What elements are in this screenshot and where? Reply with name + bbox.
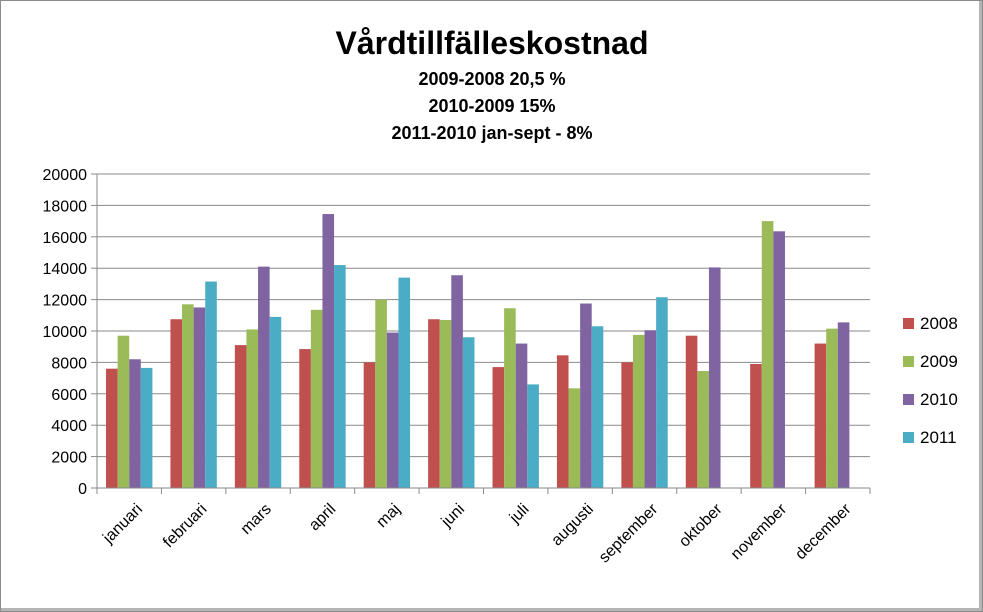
x-tick-label: september (596, 500, 662, 566)
bar-2011-april (334, 265, 346, 488)
bar-2009-juli (504, 308, 516, 488)
bar-2010-augusti (580, 303, 592, 488)
legend-label-2011: 2011 (920, 428, 957, 447)
bar-2008-juli (492, 367, 505, 488)
legend-swatch-2008 (903, 318, 914, 329)
bar-2008-januari (106, 368, 118, 488)
bar-2009-februari (182, 304, 194, 488)
chart-subtitle-3: 2011-2010 jan-sept - 8% (391, 123, 592, 143)
bars (106, 214, 850, 488)
bar-2008-april (299, 349, 311, 488)
bar-2008-november (750, 363, 762, 488)
x-tick-label: januari (99, 501, 146, 548)
bar-2009-april (310, 309, 323, 488)
gridlines (97, 173, 870, 458)
x-tick-label: oktober (676, 500, 726, 550)
bar-2008-oktober (685, 335, 698, 488)
y-tick-label: 2000 (51, 450, 87, 467)
bar-2009-oktober (697, 371, 709, 488)
legend: 2008 2009 2010 2011 (903, 314, 958, 447)
bar-2010-september (644, 330, 657, 488)
bar-2011-september (656, 297, 668, 488)
bar-2010-april (322, 214, 335, 488)
legend-label-2009: 2009 (920, 352, 958, 371)
x-tick-label: augusti (548, 501, 597, 550)
y-tick-label: 8000 (51, 355, 87, 372)
bar-2011-augusti (591, 326, 604, 488)
legend-label-2010: 2010 (920, 390, 958, 409)
y-tick-label: 6000 (51, 387, 87, 404)
x-tick-label: maj (373, 501, 403, 531)
chart-subtitle-2: 2010-2009 15% (428, 96, 555, 116)
bar-2011-mars (269, 316, 282, 488)
bar-2011-juni (462, 337, 475, 488)
bar-2010-juni (451, 275, 463, 488)
bar-2009-december (826, 328, 838, 488)
bar-2011-januari (140, 367, 153, 488)
bar-2010-december (837, 322, 850, 488)
y-tick-label: 20000 (43, 167, 88, 184)
bar-2010-mars (258, 266, 270, 488)
legend-swatch-2011 (903, 432, 914, 443)
x-tick-label: november (728, 500, 791, 563)
y-tick-label: 16000 (43, 230, 88, 247)
bar-2010-maj (386, 332, 399, 488)
y-tick-label: 12000 (43, 293, 88, 310)
bar-2009-januari (117, 335, 130, 488)
bar-2009-mars (246, 329, 259, 488)
bar-2008-augusti (556, 355, 569, 488)
bar-2008-september (621, 362, 633, 488)
bar-2008-juni (428, 319, 440, 488)
bar-2008-december (814, 343, 827, 488)
bar-2009-augusti (568, 388, 581, 488)
bar-2009-maj (375, 299, 387, 488)
x-axis-ticks: januari februari mars april maj juni juli augus… (96, 488, 871, 566)
bar-2010-februari (193, 307, 206, 488)
y-tick-label: 18000 (43, 198, 88, 215)
legend-label-2008: 2008 (920, 314, 958, 333)
y-axis-ticks: 0 2000 4000 6000 8000 10000 12000 14000 16000 180… (43, 167, 97, 498)
x-tick-label: mars (238, 501, 275, 538)
bar-2010-november (773, 231, 785, 488)
bar-2009-september (632, 334, 645, 488)
bar-2011-februari (205, 281, 217, 488)
bar-2011-juli (527, 384, 539, 488)
x-tick-label: juli (506, 501, 533, 528)
y-tick-label: 0 (78, 481, 87, 498)
bar-2008-maj (363, 362, 376, 488)
x-tick-label: april (306, 501, 339, 534)
x-tick-label: december (792, 500, 855, 563)
legend-swatch-2009 (903, 356, 914, 367)
bar-2009-juni (439, 320, 452, 488)
x-tick-label: juni (438, 501, 468, 531)
chart-subtitle-1: 2009-2008 20,5 % (418, 69, 565, 89)
y-tick-label: 4000 (51, 418, 87, 435)
bar-2010-oktober (708, 267, 721, 488)
y-tick-label: 14000 (43, 261, 88, 278)
chart-title: Vårdtillfälleskostnad (336, 25, 649, 61)
bar-2009-november (761, 221, 774, 488)
legend-swatch-2010 (903, 394, 914, 405)
y-tick-label: 10000 (43, 324, 88, 341)
x-tick-label: februari (160, 501, 210, 551)
bar-2008-mars (234, 345, 247, 488)
bar-2010-januari (129, 359, 141, 488)
bar-2008-februari (170, 319, 183, 488)
bar-2010-juli (515, 343, 528, 488)
bar-2011-maj (398, 277, 411, 488)
